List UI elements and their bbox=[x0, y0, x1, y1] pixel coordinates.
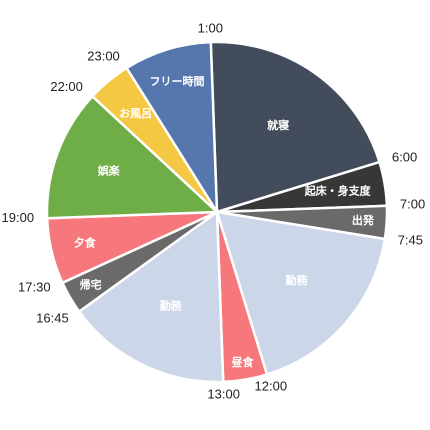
boundary-label-10: 23:00 bbox=[87, 48, 120, 63]
boundary-label-8: 19:00 bbox=[2, 210, 35, 225]
boundary-time-labels: 1:00 6:00 7:00 7:45 12:00 13:00 16:45 17:30 19:0… bbox=[2, 21, 426, 402]
boundary-label-2: 7:00 bbox=[400, 197, 425, 212]
pie-slice-10 bbox=[125, 40, 219, 214]
slice-label-7: 夕食 bbox=[74, 235, 97, 249]
slice-label-4: 昼食 bbox=[231, 355, 255, 369]
pie-slice-0 bbox=[209, 40, 381, 214]
boundary-label-6: 16:45 bbox=[36, 311, 69, 326]
slice-label-10: フリー時間 bbox=[150, 74, 205, 88]
slice-label-2: 出発 bbox=[352, 213, 375, 227]
slice-label-3: 勤務 bbox=[286, 273, 309, 287]
slice-label-9: お風呂 bbox=[119, 107, 152, 120]
slice-label-1: 起床・身支度 bbox=[304, 184, 372, 198]
slice-label-6: 帰宅 bbox=[80, 278, 102, 292]
boundary-label-0: 1:00 bbox=[198, 21, 223, 36]
pie-slice-8 bbox=[45, 95, 219, 220]
boundary-label-7: 17:30 bbox=[18, 280, 51, 295]
boundary-label-1: 6:00 bbox=[392, 150, 417, 165]
slice-label-5: 勤務 bbox=[160, 299, 183, 313]
pie-slice-3 bbox=[215, 210, 387, 376]
pie-slice-5 bbox=[77, 210, 225, 384]
boundary-label-5: 13:00 bbox=[207, 386, 240, 401]
slice-label-0: 就寝 bbox=[267, 118, 289, 132]
boundary-label-9: 22:00 bbox=[50, 79, 83, 94]
boundary-label-3: 7:45 bbox=[398, 233, 423, 248]
pie-slices bbox=[45, 40, 389, 384]
slice-label-8: 娯楽 bbox=[98, 164, 121, 178]
boundary-label-4: 12:00 bbox=[255, 378, 288, 393]
